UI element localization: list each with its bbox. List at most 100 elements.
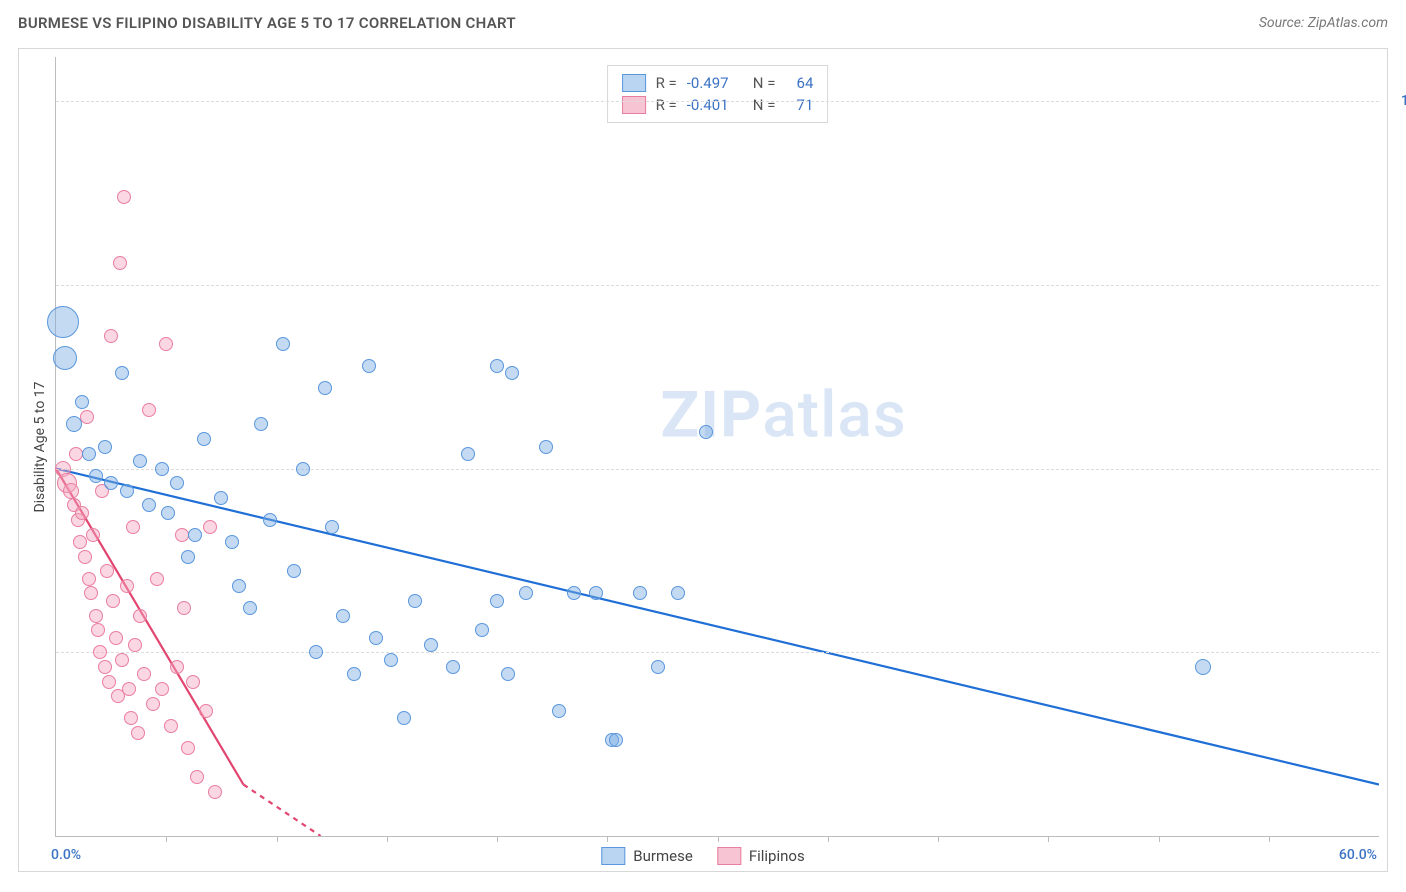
filipinos-point — [131, 726, 145, 740]
filipinos-point — [181, 741, 195, 755]
burmese-point — [651, 660, 665, 674]
legend-swatch — [622, 96, 646, 114]
burmese-point — [133, 454, 147, 468]
burmese-point — [296, 462, 310, 476]
filipinos-point — [126, 520, 140, 534]
legend-correlation-row: R =-0.497N =64 — [622, 72, 814, 94]
gridline — [56, 652, 1379, 653]
burmese-point — [47, 306, 79, 338]
x-tick — [277, 836, 278, 842]
burmese-point — [225, 535, 239, 549]
legend-series-item: Filipinos — [717, 847, 805, 865]
burmese-point — [408, 594, 422, 608]
burmese-point — [98, 440, 112, 454]
burmese-point — [188, 528, 202, 542]
x-tick — [1048, 836, 1049, 842]
burmese-point — [369, 631, 383, 645]
burmese-point — [336, 609, 350, 623]
filipinos-point — [98, 660, 112, 674]
burmese-point — [254, 417, 268, 431]
filipinos-point — [155, 682, 169, 696]
x-tick — [607, 836, 608, 842]
burmese-point — [699, 425, 713, 439]
filipinos-point — [150, 572, 164, 586]
x-axis-min: 0.0% — [51, 847, 81, 863]
legend-swatch — [717, 847, 741, 865]
filipinos-point — [177, 601, 191, 615]
filipinos-point — [78, 550, 92, 564]
x-tick — [1269, 836, 1270, 842]
burmese-point — [287, 564, 301, 578]
burmese-point — [161, 506, 175, 520]
burmese-point — [490, 594, 504, 608]
filipinos-point — [208, 785, 222, 799]
filipinos-point — [120, 579, 134, 593]
filipinos-point — [199, 704, 213, 718]
n-label: N = — [753, 74, 776, 92]
source-label: Source: ZipAtlas.com — [1259, 15, 1388, 31]
filipinos-point — [159, 337, 173, 351]
r-label: R = — [656, 96, 677, 114]
filipinos-point — [170, 660, 184, 674]
burmese-point — [309, 645, 323, 659]
burmese-point — [232, 579, 246, 593]
burmese-point — [53, 346, 77, 370]
x-tick — [166, 836, 167, 842]
filipinos-point — [73, 535, 87, 549]
burmese-point — [519, 586, 533, 600]
filipinos-point — [122, 682, 136, 696]
burmese-point — [66, 416, 82, 432]
burmese-point — [567, 586, 581, 600]
filipinos-point — [89, 609, 103, 623]
burmese-point — [461, 447, 475, 461]
burmese-point — [115, 366, 129, 380]
filipinos-point — [93, 645, 107, 659]
burmese-point — [490, 359, 504, 373]
burmese-point — [384, 653, 398, 667]
burmese-point — [214, 491, 228, 505]
filipinos-point — [109, 631, 123, 645]
burmese-point — [82, 447, 96, 461]
burmese-point — [276, 337, 290, 351]
legend-swatch — [601, 847, 625, 865]
filipinos-point — [84, 586, 98, 600]
burmese-point — [362, 359, 376, 373]
x-tick — [938, 836, 939, 842]
filipinos-point — [190, 770, 204, 784]
x-tick — [497, 836, 498, 842]
filipinos-point — [63, 483, 79, 499]
filipinos-point — [164, 719, 178, 733]
filipinos-point — [100, 564, 114, 578]
filipinos-point — [117, 190, 131, 204]
legend-correlation-row: R =-0.401N =71 — [622, 94, 814, 116]
burmese-point — [104, 476, 118, 490]
filipinos-point — [115, 653, 129, 667]
filipinos-point — [137, 667, 151, 681]
burmese-point — [347, 667, 361, 681]
correlation-legend: R =-0.497N =64R =-0.401N =71 — [607, 65, 829, 123]
burmese-point — [446, 660, 460, 674]
filipinos-point — [124, 711, 138, 725]
burmese-point — [397, 711, 411, 725]
burmese-point — [609, 733, 623, 747]
r-value: -0.401 — [687, 96, 743, 114]
filipinos-point — [133, 609, 147, 623]
burmese-point — [1195, 659, 1211, 675]
filipinos-point — [175, 528, 189, 542]
filipinos-point — [106, 594, 120, 608]
burmese-point — [539, 440, 553, 454]
filipinos-point — [91, 623, 105, 637]
burmese-point — [170, 476, 184, 490]
series-legend: Burmese Filipinos — [601, 847, 804, 865]
legend-swatch — [622, 74, 646, 92]
x-axis-max: 60.0% — [1339, 847, 1377, 863]
r-label: R = — [656, 74, 677, 92]
legend-series-label: Burmese — [633, 847, 693, 865]
x-tick — [718, 836, 719, 842]
burmese-point — [75, 395, 89, 409]
r-value: -0.497 — [687, 74, 743, 92]
burmese-point — [633, 586, 647, 600]
y-tick-label: 10.0% — [1401, 93, 1406, 109]
x-tick — [387, 836, 388, 842]
burmese-point — [89, 469, 103, 483]
